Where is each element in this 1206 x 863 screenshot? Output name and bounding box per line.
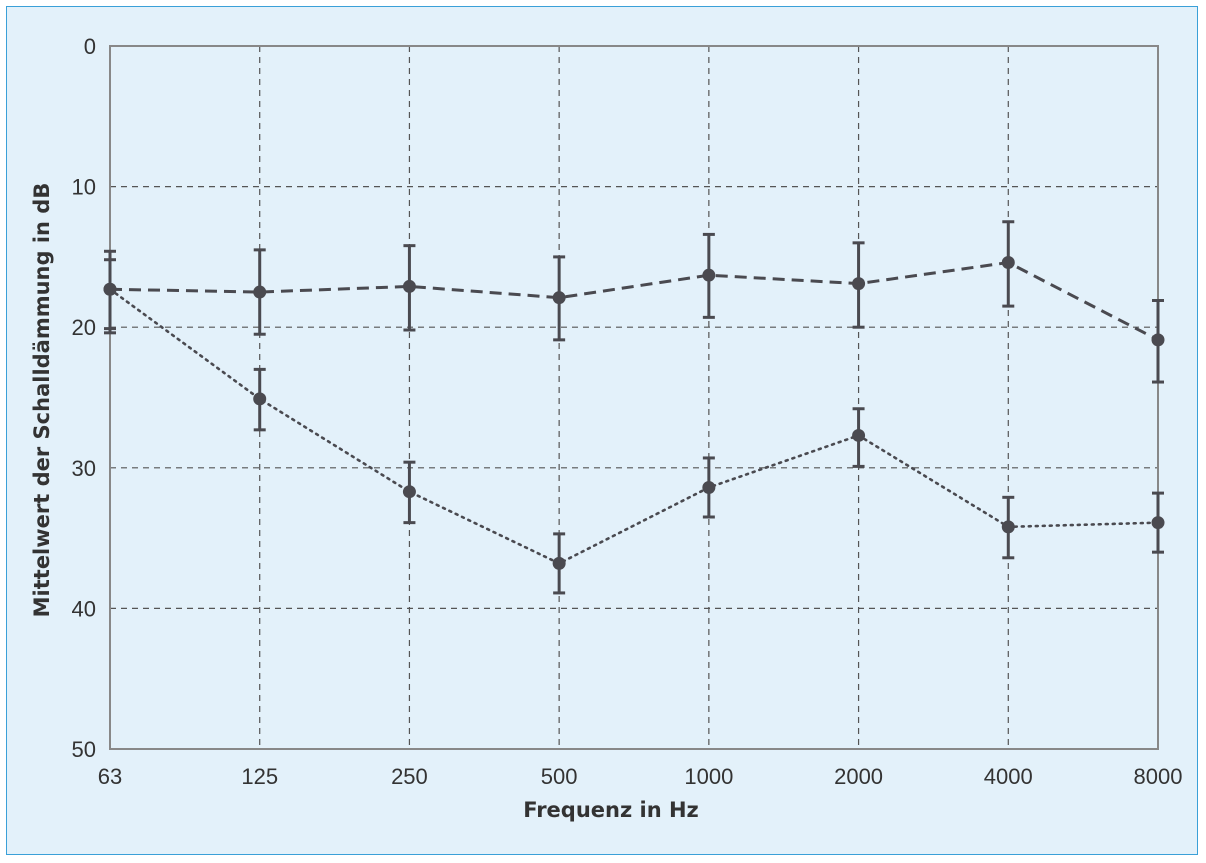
series-2-line: [108, 287, 1160, 565]
chart-svg: 63 125 250 500 1000 2000 4000 8000 0 10 20 30 40 50 F…: [30, 34, 1183, 822]
series-2-point: [552, 556, 566, 570]
y-tick-label: 10: [72, 175, 96, 200]
y-tick-label: 40: [72, 596, 96, 621]
series-layer: [103, 220, 1165, 595]
label-layer: 63 125 250 500 1000 2000 4000 8000 0 10 20 30 40 50: [72, 34, 1183, 789]
series-1-point: [1001, 256, 1015, 270]
series-2-point: [402, 485, 416, 499]
x-tick-label: 250: [391, 764, 428, 789]
y-tick-label: 20: [72, 315, 96, 340]
series-1-point: [852, 277, 866, 291]
y-tick-label: 30: [72, 456, 96, 481]
x-tick-label: 8000: [1134, 764, 1183, 789]
chart-frame: 63 125 250 500 1000 2000 4000 8000 0 10 20 30 40 50 F…: [6, 6, 1198, 855]
series-2-point: [1001, 520, 1015, 534]
y-axis-title: Mittelwert der Schalldämmung in dB: [30, 183, 54, 618]
series-1-point: [402, 279, 416, 293]
series-1-point: [1151, 333, 1165, 347]
x-tick-label: 125: [241, 764, 278, 789]
x-axis-title: Frequenz in Hz: [523, 798, 699, 822]
plot-frame: [109, 45, 1159, 750]
x-tick-label: 500: [541, 764, 578, 789]
y-tick-label: 0: [84, 34, 96, 59]
x-tick-label: 1000: [684, 764, 733, 789]
series-2-point: [1151, 516, 1165, 530]
series-2-point: [702, 480, 716, 494]
series-1-line: [109, 260, 1159, 342]
x-tick-label: 4000: [984, 764, 1033, 789]
series-1-point: [253, 285, 267, 299]
series-2-point: [253, 392, 267, 406]
series-1-point: [552, 291, 566, 305]
series-2-point: [103, 282, 117, 296]
series-1-point: [702, 268, 716, 282]
series-2-point: [852, 428, 866, 442]
axis-layer: [109, 45, 1159, 750]
x-tick-label: 63: [98, 764, 122, 789]
grid-layer: [110, 46, 1158, 749]
y-tick-label: 50: [72, 737, 96, 762]
x-tick-label: 2000: [834, 764, 883, 789]
